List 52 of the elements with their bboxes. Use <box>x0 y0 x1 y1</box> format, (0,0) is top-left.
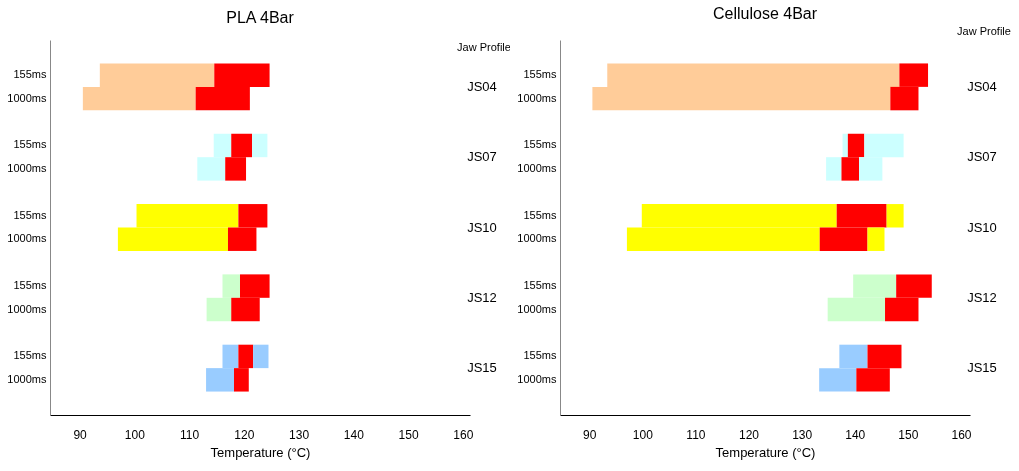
y-tick-label: 155ms <box>523 68 557 81</box>
annotation: JS10 <box>467 219 497 235</box>
chart-title: PLA 4Bar <box>226 9 295 26</box>
annotation: JS04 <box>467 78 497 94</box>
x-tick-label: 90 <box>583 427 597 442</box>
y-tick-label: 155ms <box>13 68 47 81</box>
chart-title: Cellulose 4Bar <box>712 5 818 22</box>
y-tick-label: 155ms <box>523 208 557 221</box>
x-tick-label: 130 <box>792 427 813 442</box>
y-tick-label: 1000ms <box>517 302 557 315</box>
x-tick-label: 150 <box>898 427 919 442</box>
x-tick-label: 90 <box>73 427 88 442</box>
y-tick-label: 1000ms <box>517 372 557 385</box>
y-tick-label: 1000ms <box>7 302 47 315</box>
y-tick-label: 1000ms <box>7 161 47 174</box>
y-tick-label: 155ms <box>13 138 47 151</box>
y-tick-label: 1000ms <box>7 91 47 104</box>
x-axis-title: Temperature (°C) <box>715 444 816 460</box>
y-tick-label: 1000ms <box>7 232 47 245</box>
annotation: JS15 <box>467 360 497 376</box>
y-tick-label: 155ms <box>13 208 47 221</box>
x-tick-label: 140 <box>845 427 866 442</box>
x-tick-label: 150 <box>398 427 419 442</box>
annotation: Jaw Profile <box>457 41 511 53</box>
x-tick-label: 130 <box>289 427 310 442</box>
y-tick-label: 155ms <box>523 349 557 362</box>
y-tick-label: 1000ms <box>7 372 47 385</box>
x-tick-label: 160 <box>951 427 972 442</box>
y-tick-label: 1000ms <box>517 232 557 245</box>
annotation: JS12 <box>467 289 497 305</box>
text: Jaw Profile <box>957 25 1011 37</box>
x-tick-label: 100 <box>632 427 654 442</box>
x-tick-label: 100 <box>124 427 146 442</box>
x-tick-label: 110 <box>686 427 706 442</box>
y-tick-label: 155ms <box>523 279 557 292</box>
y-tick-label: 155ms <box>523 138 557 151</box>
x-tick-label: 120 <box>234 427 255 442</box>
annotation: JS12 <box>967 289 997 305</box>
x-tick-label: 110 <box>180 427 200 442</box>
y-tick-label: 155ms <box>13 349 47 362</box>
x-axis-title: Temperature (°C) <box>210 444 311 460</box>
annotation: JS04 <box>967 78 997 94</box>
annotation: JS07 <box>967 149 997 165</box>
annotation: JS15 <box>967 360 997 376</box>
annotation: JS07 <box>467 149 497 165</box>
x-tick-label: 140 <box>343 427 365 442</box>
x-tick-label: 120 <box>739 427 760 442</box>
y-tick-label: 1000ms <box>517 161 557 174</box>
x-tick-label: 160 <box>453 427 474 442</box>
y-tick-label: 155ms <box>13 279 47 292</box>
y-tick-label: 1000ms <box>517 91 557 104</box>
annotation: JS10 <box>967 219 997 235</box>
